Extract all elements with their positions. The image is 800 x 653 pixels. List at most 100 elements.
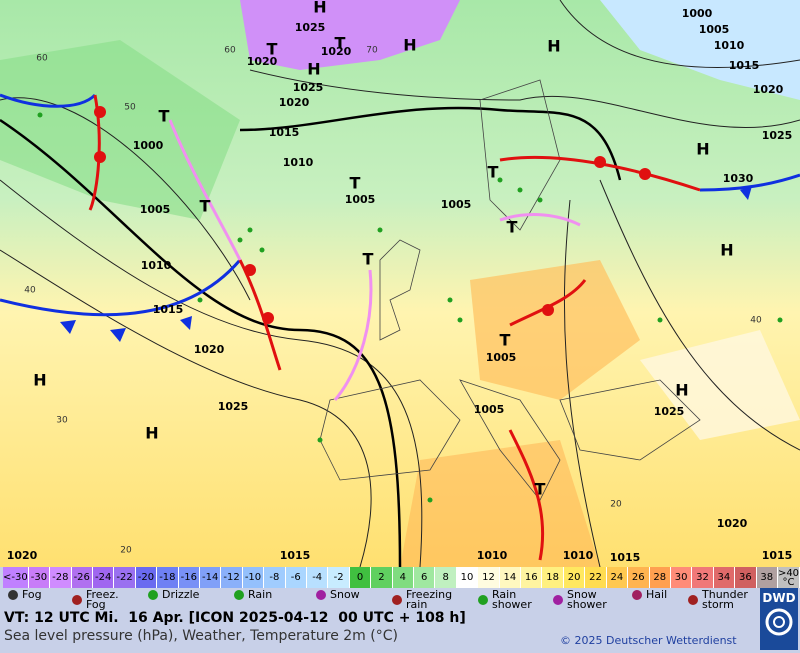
pressure-center: T (350, 174, 361, 193)
legend-icon (478, 595, 488, 605)
legend-label: Thunder storm (702, 588, 748, 611)
cold-front (0, 93, 800, 342)
isobar-1015 (0, 106, 622, 567)
isobar-label: 1025 (218, 400, 249, 413)
latitude-label: 70 (366, 46, 378, 56)
warm-front (88, 94, 701, 561)
logo-icon (765, 608, 793, 636)
isobar-label: 1005 (474, 403, 505, 416)
weather-legend: Fog Freez. Fog Drizzle Rain Snow Freezing rai… (0, 588, 760, 612)
isobar-label: 1020 (247, 55, 278, 68)
scale-cell: -30 (28, 567, 51, 588)
isobar-label: 1005 (441, 198, 472, 211)
legend-item: Fog (8, 589, 62, 600)
isobar-label: 1005 (345, 193, 376, 206)
isobar-label: 1025 (762, 129, 793, 142)
scale-cell: 10 (456, 567, 479, 588)
scale-cell: -10 (242, 567, 265, 588)
scale-cell: 36 (735, 567, 757, 588)
scale-cell: -18 (157, 567, 179, 588)
scale-cell: >40 °C (777, 567, 800, 588)
scale-cell: 20 (563, 567, 586, 588)
isobar-label: 1015 (610, 551, 641, 564)
scale-cell: -24 (92, 567, 115, 588)
mild-area (640, 330, 800, 440)
isobar-label: 1030 (723, 172, 754, 185)
isobar-label: 1020 (321, 45, 352, 58)
isobar-label: 1005 (699, 23, 730, 36)
scale-cell: 34 (713, 567, 736, 588)
pressure-center: T (535, 480, 546, 499)
weather-symbols (37, 112, 783, 503)
scale-cell: 18 (542, 567, 564, 588)
latitude-label: 30 (56, 416, 68, 426)
pressure-center: H (403, 36, 416, 55)
cold-area (600, 0, 800, 100)
legend-item: Freezing rain (392, 588, 456, 611)
scale-cell: 8 (435, 567, 457, 588)
legend-label: Snow shower (567, 588, 607, 611)
scale-cell: 0 (349, 567, 372, 588)
isobar-label: 1020 (194, 343, 225, 356)
isobar-label: 1015 (153, 303, 184, 316)
scale-cell: 30 (670, 567, 693, 588)
scale-cell: -22 (114, 567, 136, 588)
legend-label: Freezing rain (406, 588, 453, 611)
cold-area (240, 0, 460, 70)
logo: DWD (760, 588, 798, 650)
isobar-label: 1005 (140, 203, 171, 216)
latitude-label: 40 (750, 316, 762, 326)
scale-cell: 12 (478, 567, 500, 588)
legend-item: Hail (632, 588, 686, 601)
legend-icon (72, 595, 82, 605)
isobar-label: 1000 (682, 7, 713, 20)
scale-cell: 2 (371, 567, 393, 588)
legend-icon (8, 590, 18, 600)
legend-item: Freez. Fog (72, 589, 119, 610)
legend-item: Snow (316, 589, 380, 600)
scale-cell: 6 (414, 567, 436, 588)
legend-label: Rain (248, 588, 273, 601)
scale-cell: 38 (756, 567, 778, 588)
legend-icon (234, 590, 244, 600)
scale-cell: -20 (135, 567, 158, 588)
legend-icon (688, 595, 698, 605)
isobar-label: 1010 (477, 549, 508, 562)
scale-cell: -2 (328, 567, 350, 588)
pressure-center: T (488, 163, 499, 182)
isobar-label: 1010 (283, 156, 314, 169)
pressure-center: H (675, 381, 688, 400)
pressure-center: T (335, 34, 346, 53)
subtitle: Sea level pressure (hPa), Weather, Tempe… (4, 628, 398, 644)
legend-item: Rain shower (478, 588, 536, 611)
legend-label: Rain shower (492, 588, 532, 611)
latitude-label: 60 (224, 46, 236, 56)
pressure-center: T (363, 250, 374, 269)
legend-icon (632, 590, 642, 600)
legend-icon (316, 590, 326, 600)
scale-cell: <-30 (3, 567, 29, 588)
cool-area (0, 40, 240, 220)
isobar-label: 1015 (280, 549, 311, 562)
isobar-label: 1005 (486, 351, 517, 364)
pressure-center: H (720, 241, 733, 260)
pressure-center: H (547, 37, 560, 56)
isobar-label: 1025 (295, 21, 326, 34)
isobar-label: 1010 (141, 259, 172, 272)
copyright: © 2025 Deutscher Wetterdienst (560, 634, 737, 647)
logo-text: DWD (762, 591, 796, 605)
pressure-center: T (200, 197, 211, 216)
latitude-label: 50 (124, 103, 136, 113)
pressure-center: T (500, 331, 511, 350)
isobar-label: 1000 (133, 139, 164, 152)
legend-icon (148, 590, 158, 600)
pressure-center: T (159, 107, 170, 126)
legend-label: Hail (646, 588, 668, 601)
warm-area (400, 440, 600, 567)
isobar-label: 1015 (269, 126, 300, 139)
pressure-center: H (307, 60, 320, 79)
legend-item: Drizzle (148, 589, 222, 600)
